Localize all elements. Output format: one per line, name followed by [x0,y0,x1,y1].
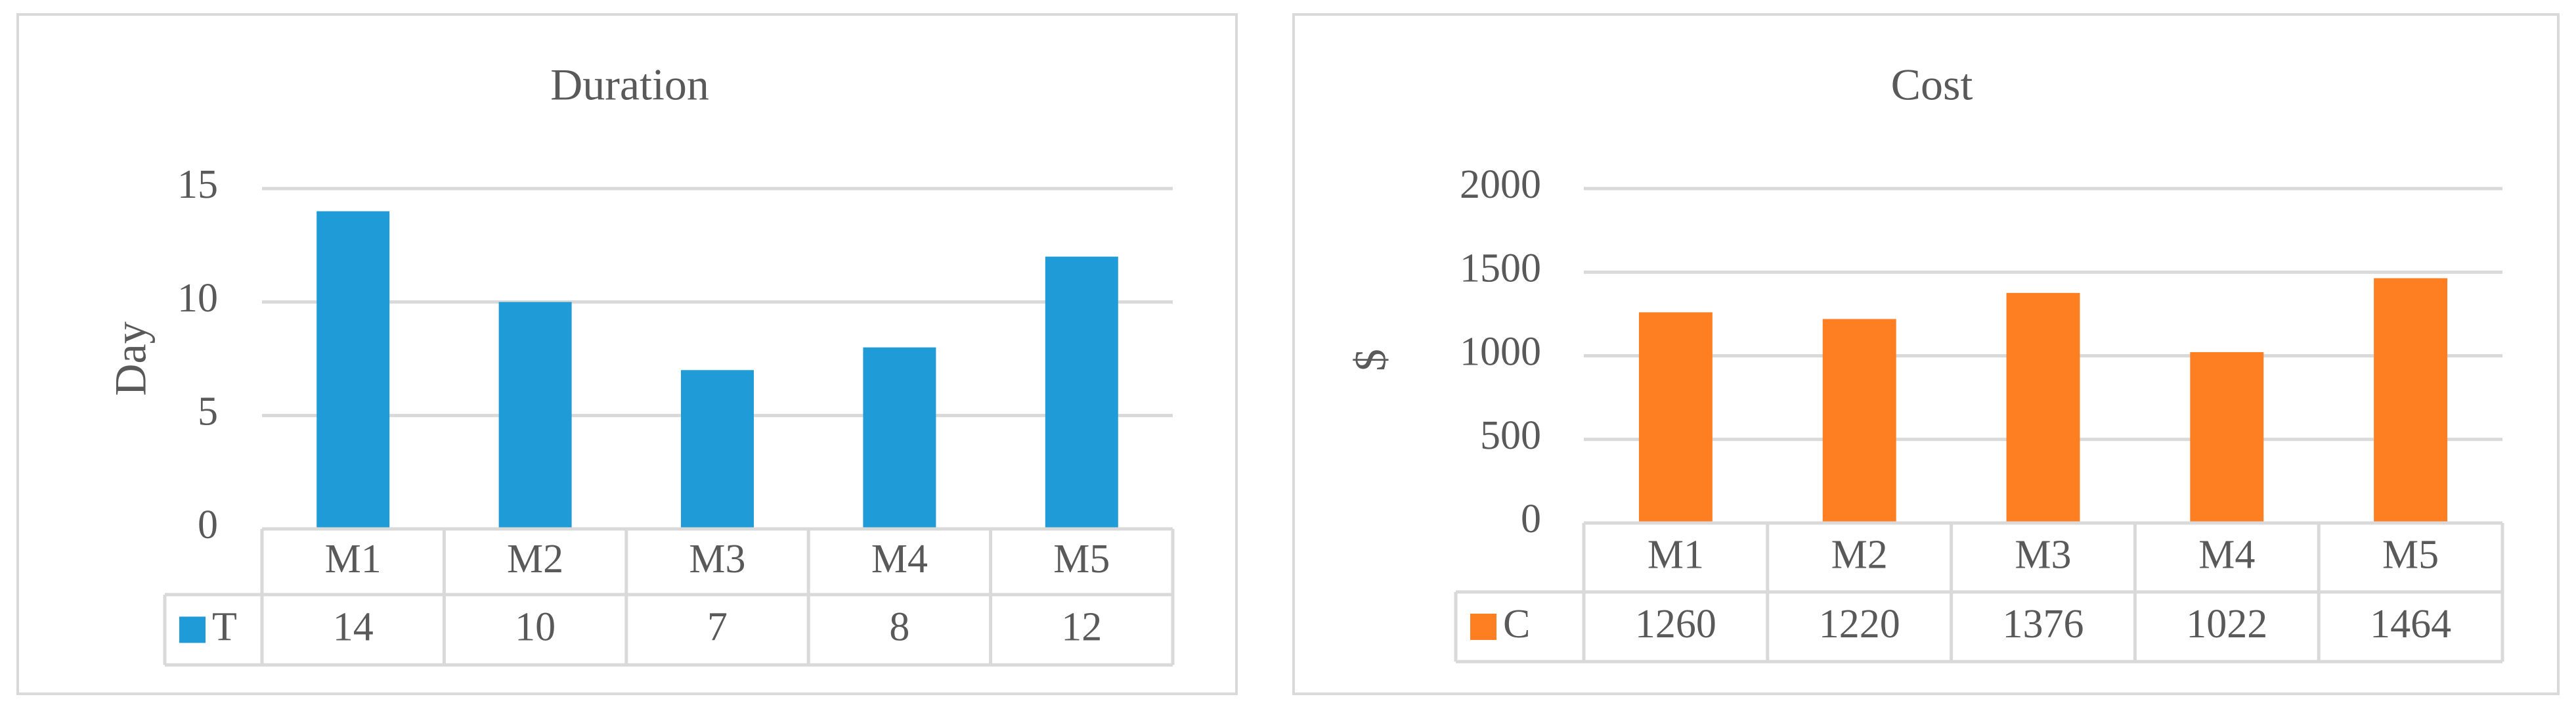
bar-m1 [317,211,390,529]
data-label: 1220 [1819,602,1900,647]
y-tick-label: 2000 [1460,162,1541,207]
y-tick-label: 5 [198,390,218,434]
legend-swatch [179,616,206,643]
duration-chart-title: Duration [550,60,709,110]
category-label: M4 [2198,533,2255,578]
category-label: M1 [1648,533,1704,578]
data-label: 1464 [2370,602,2451,647]
bar-m5 [2374,278,2448,523]
category-label: M3 [2015,533,2071,578]
data-label: 1376 [2003,602,2084,647]
cost-chart-title: Cost [1891,60,1973,110]
category-label: M2 [1831,533,1888,578]
duration-chart-panel: Duration Day 0 5 10 15 M1 14 M2 10 M3 7 M4 8 M5 12 T [16,13,1238,695]
legend-series-name: C [1503,602,1530,647]
data-label: 8 [889,605,909,650]
data-label: 12 [1061,605,1102,650]
legend-series-name: T [212,605,237,650]
y-tick-label: 1000 [1460,330,1541,375]
category-label: M2 [507,537,563,581]
y-tick-label: 500 [1480,413,1541,458]
bar-m1 [1638,312,1713,523]
data-table [163,527,1175,667]
bar-m4 [2190,352,2264,523]
y-axis-label: Day [106,321,156,396]
cost-chart-panel: Cost $0 500 1000 1500 2000 M1 1260 M2 1220 M3 1376 M… [1292,13,2560,695]
data-label: 7 [707,605,728,650]
bar-m5 [1045,256,1118,529]
data-label: 10 [515,605,556,650]
category-label: M5 [2382,533,2439,578]
y-tick-label: 0 [198,503,218,547]
bar-m4 [863,347,936,529]
data-label: 1260 [1635,602,1716,647]
category-label: M4 [871,537,928,581]
data-label: 1022 [2186,602,2267,647]
bar-m2 [1822,319,1896,523]
y-tick-label: 15 [177,162,218,207]
y-axis-label: $ [1345,349,1395,371]
y-tick-label: 1500 [1460,246,1541,290]
category-label: M3 [689,537,745,581]
category-label: M5 [1053,537,1110,581]
y-tick-label: 0 [1521,497,1541,541]
data-label: 14 [333,605,374,650]
bar-m3 [681,370,754,529]
duration-chart: Duration Day 0 5 10 15 M1 14 M2 10 M3 7 M4 8 M5 12 T [106,60,1175,667]
bar-m2 [498,302,572,529]
category-label: M1 [325,537,382,581]
y-tick-label: 10 [177,276,218,321]
data-table [1454,521,2504,664]
legend-swatch [1470,614,1496,640]
bar-m3 [2006,292,2080,523]
cost-chart: Cost $0 500 1000 1500 2000 M1 1260 M2 1220 M3 1376 M… [1345,60,2504,664]
